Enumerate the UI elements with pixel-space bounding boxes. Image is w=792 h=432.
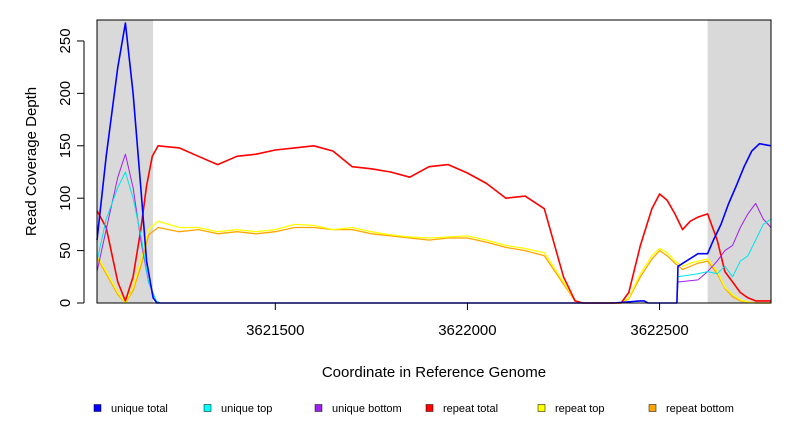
y-tick-label: 100 [57, 186, 74, 211]
y-tick-label: 50 [57, 242, 74, 259]
series-line-unique-bottom [96, 153, 772, 304]
y-tick-label: 0 [57, 299, 74, 307]
series-line-repeat-total [96, 145, 771, 304]
shaded-region-1 [707, 20, 771, 303]
legend-label: unique total [111, 403, 168, 415]
legend-swatch [314, 404, 323, 412]
series-line-repeat-top [96, 220, 771, 304]
legend-swatch [203, 404, 212, 412]
y-axis: Read Coverage Depth 0 50 100 150 200 250 [23, 28, 85, 307]
plot-frame [96, 19, 772, 304]
series-line-unique-total [96, 22, 772, 304]
legend-item-repeat-total: repeat total [425, 403, 498, 415]
legend-item-repeat-top: repeat top [537, 403, 605, 415]
x-tick-label: 3622500 [630, 322, 688, 339]
legend-item-unique-bottom: unique bottom [314, 403, 402, 415]
x-tick-label: 3621500 [246, 322, 304, 339]
legend-swatch [537, 404, 546, 412]
legend-label: unique bottom [332, 403, 402, 415]
x-tick-label: 3622000 [438, 322, 496, 339]
x-axis: Coordinate in Reference Genome 3621500 36… [246, 303, 689, 381]
legend-swatch [93, 404, 102, 412]
legend-label: unique top [221, 403, 272, 415]
y-axis-label: Read Coverage Depth [23, 87, 40, 236]
series-line-repeat-bottom [96, 226, 771, 304]
legend-label: repeat top [555, 403, 605, 415]
y-tick-label: 200 [57, 81, 74, 106]
legend-label: repeat total [443, 403, 498, 415]
y-tick-label: 250 [57, 28, 74, 53]
excluded-region-shading [97, 20, 771, 303]
legend-swatch [425, 404, 434, 412]
legend-item-unique-top: unique top [203, 403, 272, 415]
legend-item-repeat-bottom: repeat bottom [648, 403, 734, 415]
y-tick-label: 150 [57, 133, 74, 158]
series-lines [96, 22, 772, 304]
x-axis-label: Coordinate in Reference Genome [322, 364, 546, 381]
legend: unique total unique top unique bottom repea… [93, 403, 734, 415]
legend-label: repeat bottom [666, 403, 734, 415]
legend-swatch [648, 404, 657, 412]
legend-item-unique-total: unique total [93, 403, 168, 415]
